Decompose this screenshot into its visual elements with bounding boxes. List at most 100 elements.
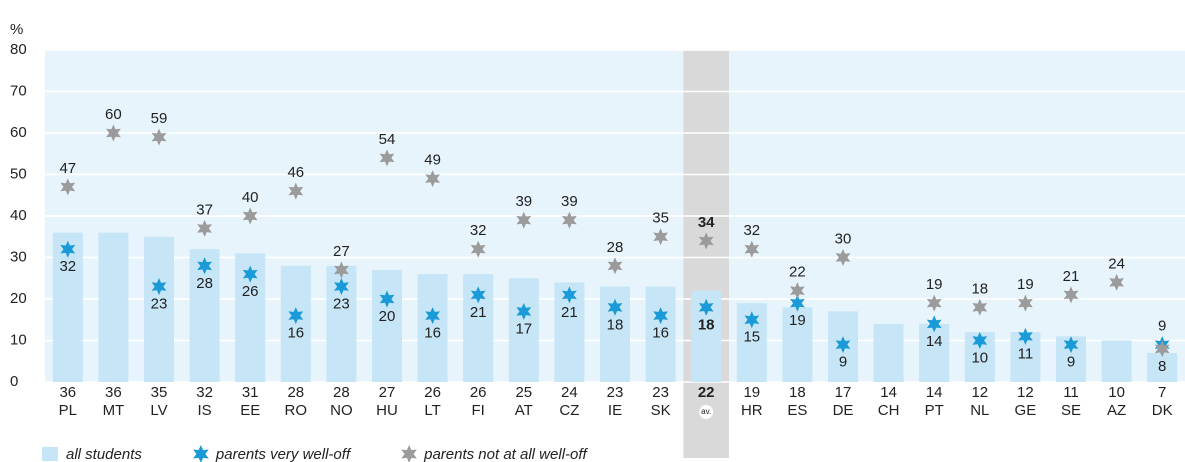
- highlight-band: [683, 50, 729, 458]
- star-marker: [379, 290, 395, 308]
- star-marker: [242, 265, 258, 283]
- value-label: 30: [835, 230, 852, 247]
- x-tick-label: LT: [424, 402, 440, 419]
- x-tick-label: ES: [787, 402, 807, 419]
- star-marker: [972, 332, 988, 349]
- value-label: 19: [789, 312, 806, 329]
- legend-label: parents very well-off: [215, 446, 352, 462]
- y-tick-label: 30: [10, 248, 27, 265]
- value-label: 26: [470, 384, 487, 401]
- x-tick-label: SE: [1061, 402, 1081, 419]
- value-label: 9: [1067, 354, 1075, 371]
- value-label: 31: [242, 384, 259, 401]
- star-marker: [516, 211, 532, 229]
- legend-label: all students: [66, 446, 142, 462]
- x-tick-label: AZ: [1107, 402, 1126, 419]
- value-label: 16: [652, 325, 669, 342]
- value-label: 11: [1018, 345, 1034, 362]
- value-label: 21: [1063, 268, 1080, 285]
- star-marker: [926, 294, 942, 312]
- value-label: 10: [971, 349, 988, 366]
- legend-label: parents not at all well-off: [423, 446, 588, 462]
- star-marker: [607, 298, 623, 316]
- value-label: 23: [652, 384, 669, 401]
- star-marker: [607, 257, 623, 275]
- value-label: 14: [880, 384, 897, 401]
- value-label: 32: [196, 384, 213, 401]
- star-marker: [926, 315, 942, 333]
- y-tick-label: 20: [10, 290, 27, 307]
- value-label: 28: [196, 275, 213, 292]
- y-tick-label: 70: [10, 82, 27, 99]
- y-tick-label: 80: [10, 41, 27, 58]
- value-label: 39: [515, 193, 532, 210]
- value-label: 36: [59, 384, 76, 401]
- value-label: 28: [333, 384, 350, 401]
- x-tick-label: IS: [198, 402, 212, 419]
- legend-swatch: [42, 447, 58, 461]
- value-label: 39: [561, 193, 578, 210]
- value-label: 28: [287, 384, 304, 401]
- av-badge: [699, 405, 714, 419]
- value-label: 17: [835, 384, 852, 401]
- y-tick-label: 10: [10, 331, 27, 348]
- value-label: 24: [561, 384, 578, 401]
- value-label: 16: [287, 325, 304, 342]
- star-marker: [151, 128, 167, 146]
- value-label: 32: [470, 222, 487, 239]
- value-label: 40: [242, 189, 259, 206]
- value-label: 17: [515, 320, 532, 337]
- star-marker: [744, 311, 760, 329]
- star-marker: [1109, 273, 1124, 291]
- value-label: 32: [743, 222, 760, 239]
- value-label: 35: [652, 210, 669, 227]
- x-tick-label: NO: [330, 402, 353, 419]
- value-label: 23: [607, 384, 624, 401]
- star-marker: [151, 278, 167, 296]
- y-tick-label: 0: [10, 373, 18, 390]
- value-label: 54: [379, 131, 396, 148]
- value-label: 14: [926, 333, 943, 350]
- x-tick-label: SK: [651, 402, 671, 419]
- bar: [782, 307, 813, 382]
- value-label: 19: [1017, 276, 1034, 293]
- star-marker: [1018, 294, 1033, 312]
- value-label: 32: [59, 258, 76, 275]
- x-tick-label: IE: [608, 402, 622, 419]
- x-tick-label: HU: [376, 402, 398, 419]
- value-label: 16: [424, 325, 441, 342]
- star-marker: [197, 219, 212, 237]
- x-tick-label: DK: [1152, 402, 1173, 419]
- y-unit: %: [10, 21, 23, 38]
- value-label: 11: [1063, 384, 1079, 401]
- bar: [372, 269, 402, 382]
- star-marker: [106, 124, 121, 142]
- star-marker: [1018, 327, 1033, 345]
- value-label: 9: [1158, 318, 1166, 335]
- star-marker: [379, 149, 395, 167]
- value-label: 9: [839, 354, 847, 371]
- value-label: 21: [470, 304, 487, 321]
- star-marker: [288, 307, 304, 325]
- bar: [98, 232, 129, 382]
- star-marker: [835, 336, 851, 354]
- star-marker: [653, 228, 668, 246]
- value-label: 26: [424, 384, 441, 401]
- value-label: 26: [242, 283, 259, 300]
- star-marker: [470, 240, 486, 258]
- value-label: 46: [287, 164, 304, 181]
- x-tick-label: HR: [741, 402, 763, 419]
- y-tick-label: 60: [10, 124, 27, 141]
- value-label: 49: [424, 152, 441, 169]
- bar: [919, 323, 950, 382]
- bar: [144, 236, 174, 382]
- value-label: 19: [926, 276, 943, 293]
- value-label: 24: [1108, 255, 1125, 272]
- value-label: 14: [926, 384, 943, 401]
- value-label: 20: [379, 308, 396, 325]
- bar: [1147, 352, 1178, 382]
- value-label: 8: [1158, 358, 1166, 375]
- star-marker: [470, 286, 486, 304]
- value-label: 34: [698, 214, 715, 231]
- value-label: 23: [151, 296, 168, 313]
